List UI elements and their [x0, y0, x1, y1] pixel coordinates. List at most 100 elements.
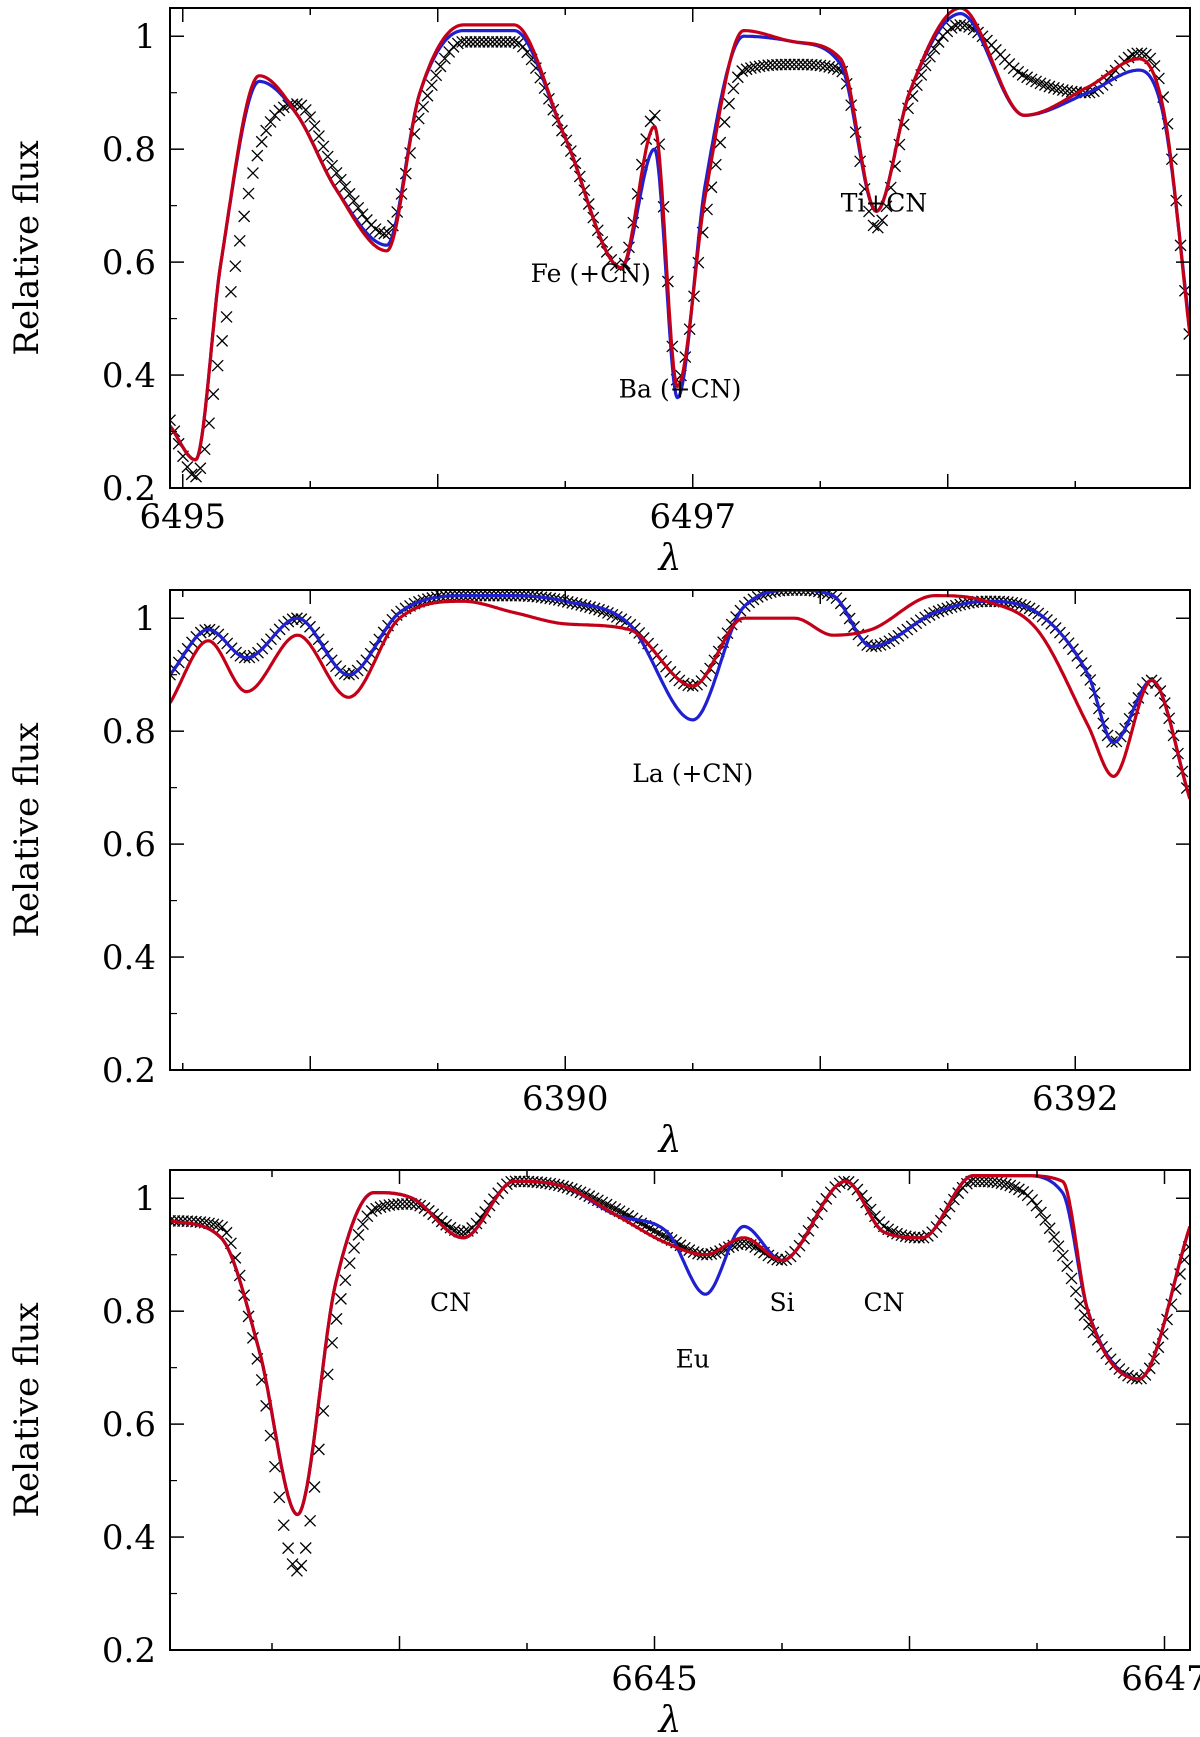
x-tick-label: 6645: [611, 1659, 698, 1699]
observed-point: [779, 58, 792, 71]
plot-area: [170, 1174, 1190, 1577]
x-axis-label: λ: [657, 1120, 682, 1161]
observed-point: [170, 414, 176, 427]
observed-point: [317, 140, 330, 153]
observed-point: [958, 19, 971, 32]
y-axis-label: Relative flux: [7, 140, 47, 355]
observed-point: [343, 1257, 356, 1270]
observed-point: [1026, 1193, 1039, 1206]
y-tick-label: 0.4: [102, 938, 156, 978]
observed-point: [736, 65, 749, 77]
observed-point: [460, 35, 473, 48]
y-axis-label: Relative flux: [7, 1302, 47, 1517]
y-tick-label: 1: [134, 599, 156, 639]
observed-point: [788, 58, 801, 71]
observed-point: [348, 1242, 361, 1254]
line-annotation: Fe (+CN): [531, 259, 651, 288]
observed-point: [499, 35, 512, 48]
observed-point: [330, 166, 343, 179]
y-tick-label: 0.4: [102, 1518, 156, 1558]
y-tick-label: 0.2: [102, 469, 156, 509]
observed-point: [1043, 1222, 1056, 1235]
observed-point: [255, 135, 268, 148]
observed-point: [801, 58, 814, 71]
observed-point: [1030, 1199, 1043, 1212]
x-tick-label: 6647: [1121, 1659, 1200, 1699]
observed-point: [356, 1218, 369, 1231]
observed-point: [326, 1336, 339, 1349]
observed-point: [421, 89, 434, 102]
line-annotation: Si: [769, 1288, 794, 1317]
y-tick-label: 0.6: [102, 243, 156, 283]
observed-point: [396, 1198, 409, 1210]
observed-point: [246, 167, 259, 180]
observed-point: [216, 334, 229, 347]
axes-frame: [169, 589, 1191, 1071]
observed-point: [648, 109, 661, 122]
observed-point: [400, 1197, 413, 1210]
observed-point: [783, 58, 796, 71]
observed-point: [251, 149, 264, 162]
observed-point: [797, 58, 809, 71]
observed-point: [233, 234, 246, 247]
observed-point: [775, 58, 788, 71]
observed-point: [434, 60, 447, 73]
observed-point: [392, 1198, 405, 1211]
y-tick-label: 0.2: [102, 1631, 156, 1671]
x-axis-label: λ: [657, 538, 682, 579]
observed-point: [343, 187, 356, 200]
observed-point: [871, 221, 884, 234]
observed-point: [308, 120, 321, 132]
observed-point: [464, 35, 477, 48]
observed-point: [1069, 1285, 1082, 1298]
observed-point: [495, 35, 508, 48]
observed-point: [312, 1443, 325, 1456]
observed-point: [194, 462, 207, 475]
observed-point: [242, 187, 255, 200]
y-tick-label: 0.8: [102, 130, 156, 170]
line-annotation: Eu: [676, 1345, 710, 1374]
axes-frame: [169, 1169, 1191, 1651]
observed-point: [1043, 80, 1056, 93]
y-tick-label: 0.6: [102, 1405, 156, 1445]
observed-point: [1030, 75, 1042, 88]
x-tick-label: 6497: [649, 497, 736, 537]
panel-3: 0.2 0.4 0.6 0.8 1 6645 6647 λ Relative flux CN Eu S…: [7, 1169, 1200, 1737]
y-tick-label: 1: [134, 1179, 156, 1219]
observed-point: [224, 285, 237, 298]
y-axis-label: Relative flux: [7, 722, 47, 937]
observed-point: [352, 1228, 365, 1241]
observed-point: [220, 310, 233, 323]
observed-point: [299, 1542, 312, 1554]
x-tick-label: 6495: [139, 497, 226, 537]
panel-2: 0.2 0.4 0.6 0.8 1 6390 6392 λ Relative flux La (+…: [7, 589, 1191, 1161]
observed-point: [718, 116, 731, 128]
line-annotation: CN: [863, 1288, 904, 1317]
observed-point: [430, 69, 443, 82]
observed-point: [268, 1460, 281, 1473]
observed-point: [473, 35, 486, 48]
observed-point: [264, 115, 277, 128]
observed-point: [229, 260, 242, 273]
y-tick-label: 0.8: [102, 712, 156, 752]
x-tick-label: 6390: [522, 1079, 609, 1119]
observed-point: [477, 35, 490, 48]
observed-point: [1047, 81, 1060, 94]
observed-point: [282, 1542, 295, 1555]
observed-point: [486, 35, 499, 48]
observed-point: [425, 79, 438, 92]
observed-point: [999, 1178, 1012, 1191]
observed-series: [170, 1175, 1190, 1577]
axes-frame: [169, 7, 1191, 489]
observed-point: [792, 58, 805, 71]
observed-point: [277, 1519, 290, 1532]
observed-point: [482, 35, 495, 48]
observed-point: [339, 180, 352, 193]
observed-point: [326, 159, 339, 172]
observed-point: [207, 388, 220, 401]
observed-point: [1135, 47, 1148, 60]
observed-point: [190, 470, 202, 483]
observed-point: [1039, 1214, 1052, 1226]
